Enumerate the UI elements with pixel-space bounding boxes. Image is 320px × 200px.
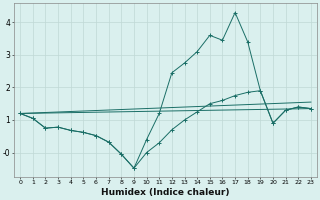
X-axis label: Humidex (Indice chaleur): Humidex (Indice chaleur) — [101, 188, 230, 197]
